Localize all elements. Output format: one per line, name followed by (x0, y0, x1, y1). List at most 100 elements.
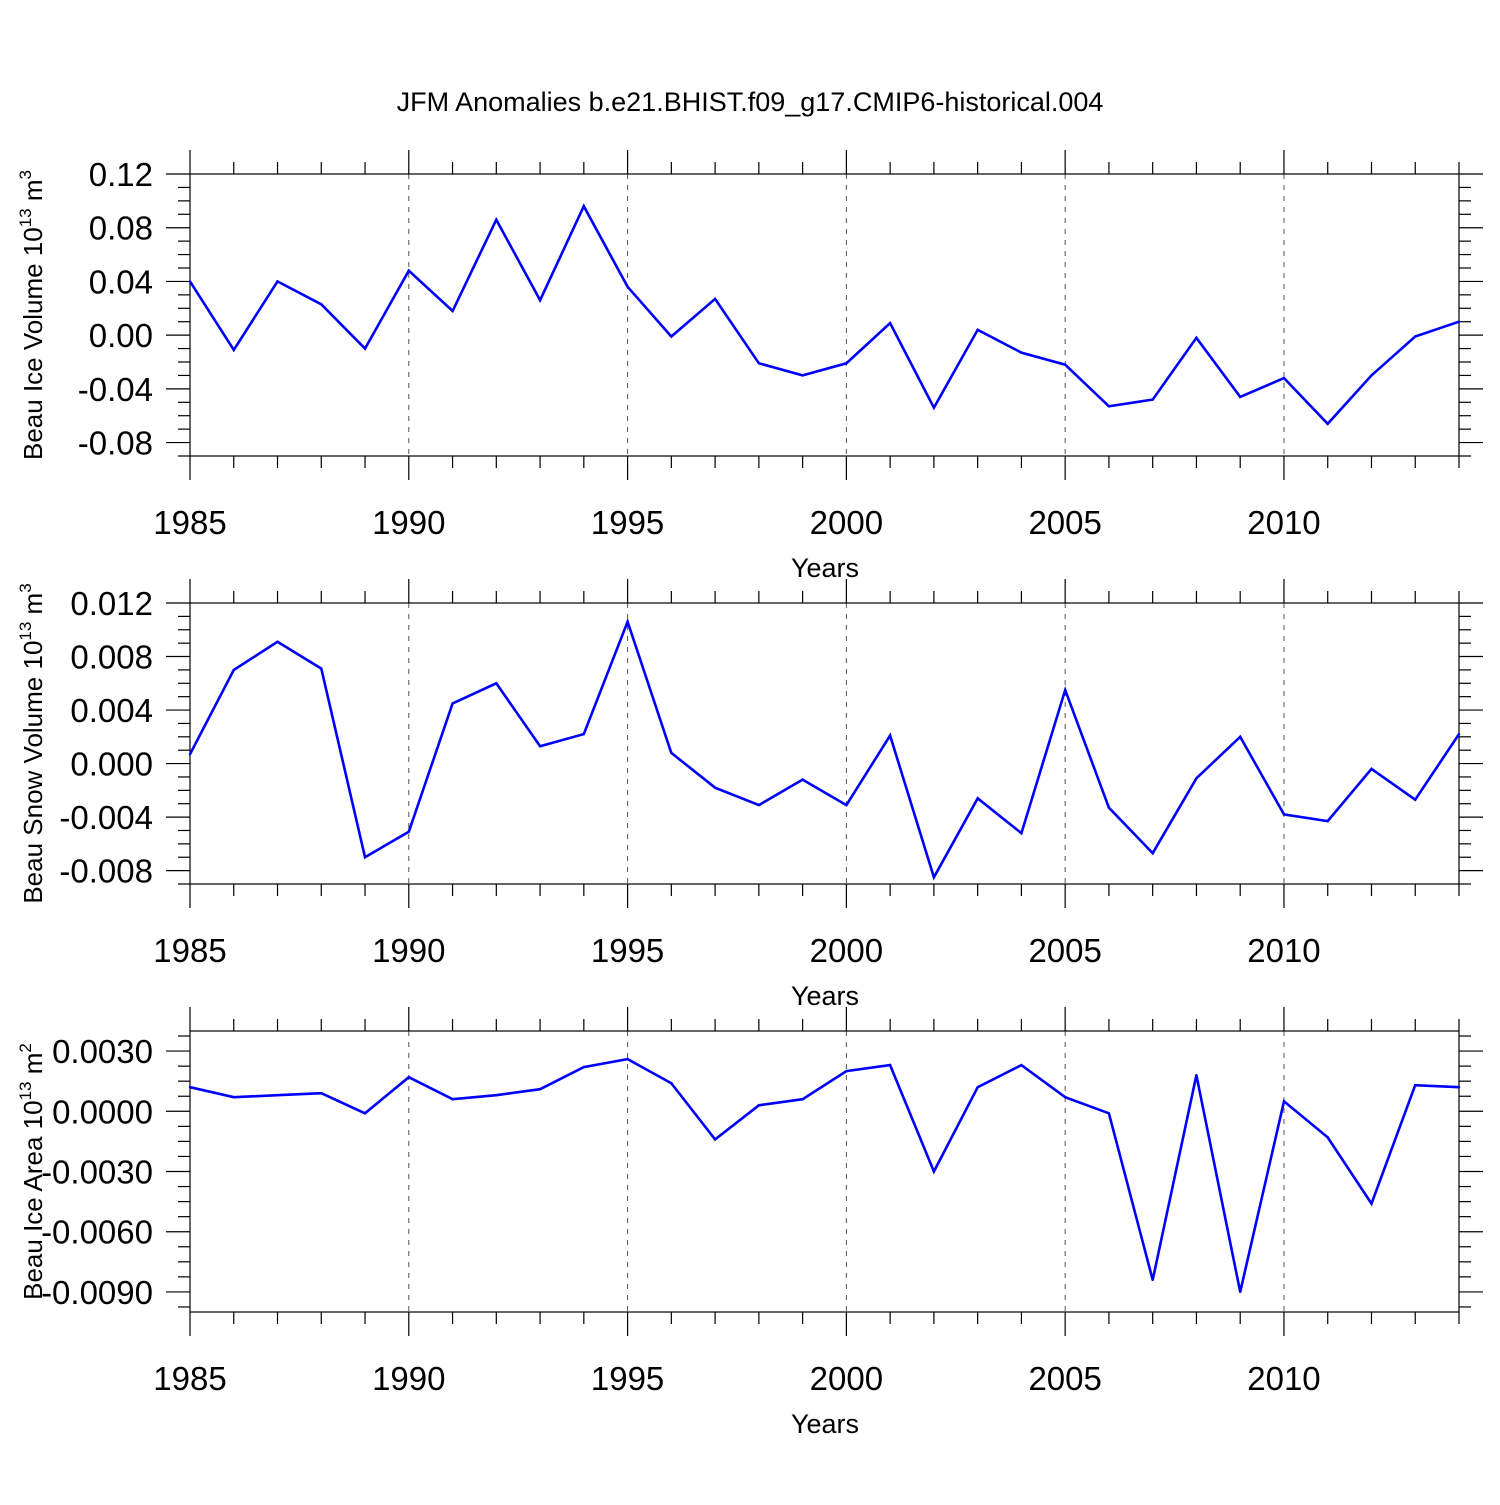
y-tick-label: 0.0030 (52, 1033, 153, 1070)
data-point-2006 (1107, 806, 1111, 809)
y-tick-label: 0.0000 (52, 1093, 153, 1130)
series-line (189, 1057, 1460, 1293)
x-tick-label: 2010 (1247, 932, 1320, 969)
data-point-1988 (320, 303, 323, 306)
data-point-2008 (1195, 336, 1198, 340)
x-axis-label: Years (791, 981, 859, 1011)
y-axis-label-unit-exponent: 2 (16, 1043, 35, 1052)
data-point-1999 (801, 374, 804, 377)
x-tick-label: 2005 (1028, 932, 1101, 969)
data-point-1985 (188, 753, 192, 756)
data-point-2012 (1370, 374, 1373, 377)
y-tick-label: 0.04 (89, 263, 153, 300)
data-point-2012 (1370, 1202, 1373, 1205)
panel-2: -0.008 -0.004 0.000 0.004 0.008 0.012 1985 1990… (16, 579, 1483, 1011)
data-point-1988 (320, 1092, 323, 1095)
data-point-1994 (582, 1065, 586, 1069)
data-point-1986 (232, 348, 235, 352)
data-point-1987 (276, 280, 279, 283)
data-point-1997 (713, 786, 717, 789)
data-point-1985 (188, 1086, 192, 1089)
chart-title: JFM Anomalies b.e21.BHIST.f09_g17.CMIP6-… (397, 87, 1104, 117)
y-axis-label: Beau Snow Volume 1013 m3 (16, 583, 48, 903)
y-axis-label-exponent: 13 (16, 1081, 35, 1100)
data-point-1997 (713, 297, 717, 301)
data-point-2002 (932, 876, 936, 879)
x-axis-label: Years (791, 553, 859, 583)
x-tick-label: 2010 (1247, 1360, 1320, 1397)
data-point-2013 (1414, 335, 1417, 338)
data-point-2000 (845, 1069, 848, 1073)
x-tick-label: 2000 (810, 932, 883, 969)
data-point-1992 (495, 682, 498, 685)
data-point-2006 (1107, 405, 1111, 408)
data-point-2014 (1457, 1086, 1461, 1089)
data-point-2010 (1282, 1100, 1286, 1103)
plot-frame (189, 173, 1460, 457)
data-point-2008 (1195, 777, 1198, 780)
data-point-1991 (451, 309, 454, 313)
data-point-2014 (1457, 732, 1461, 736)
data-point-1986 (232, 668, 235, 672)
data-point-2003 (976, 1086, 979, 1089)
plot-frame (189, 602, 1460, 885)
x-tick-label: 2010 (1247, 504, 1320, 541)
x-tick-label: 2005 (1028, 504, 1101, 541)
y-axis-label-text: Beau Ice Area 10 (18, 1100, 48, 1299)
y-axis-label-text: Beau Snow Volume 10 (18, 641, 48, 904)
y-axis-label-unit: m (18, 179, 48, 208)
data-point-2011 (1326, 422, 1329, 425)
data-point-2014 (1457, 320, 1461, 323)
y-tick-label: 0.00 (89, 317, 153, 354)
data-point-1993 (538, 744, 542, 748)
y-axis-label-unit-exponent: 3 (16, 170, 35, 179)
data-point-2007 (1151, 398, 1154, 401)
y-tick-label: -0.008 (59, 853, 153, 890)
x-tick-label: 1985 (153, 932, 226, 969)
data-point-2004 (1020, 831, 1023, 835)
y-axis-label-unit: m (18, 1053, 48, 1082)
data-point-1989 (363, 347, 367, 350)
x-tick-label: 1990 (372, 1360, 445, 1397)
data-point-1996 (670, 335, 673, 338)
x-tick-label: 1985 (153, 1360, 226, 1397)
y-tick-label: 0.012 (70, 585, 153, 622)
x-tick-label: 1990 (372, 504, 445, 541)
data-point-2012 (1370, 767, 1373, 771)
y-axis-label: Beau Ice Area 1013 m2 (16, 1043, 48, 1300)
data-point-1987 (276, 1094, 279, 1097)
data-point-1998 (757, 1104, 761, 1107)
data-point-2011 (1326, 1136, 1329, 1139)
data-point-2002 (932, 406, 936, 409)
data-point-2011 (1326, 819, 1329, 823)
x-tick-label: 1995 (591, 504, 664, 541)
y-tick-label: -0.0090 (41, 1274, 153, 1311)
data-point-1989 (363, 856, 367, 859)
y-axis-label-unit: m (18, 593, 48, 622)
y-tick-label: -0.04 (78, 371, 153, 408)
x-tick-label: 1985 (153, 504, 226, 541)
y-tick-label: 0.004 (70, 692, 153, 729)
data-point-2005 (1063, 688, 1067, 692)
data-point-2007 (1151, 852, 1154, 855)
y-tick-label: 0.12 (89, 156, 153, 193)
panel-3: -0.0090 -0.0060 -0.0030 0.0000 0.0030 1985 199… (16, 1007, 1483, 1439)
data-point-2001 (888, 1063, 892, 1067)
x-tick-label: 1990 (372, 932, 445, 969)
data-point-1987 (276, 640, 279, 644)
data-point-1985 (188, 280, 192, 283)
data-point-1990 (407, 269, 410, 272)
data-point-2005 (1063, 1096, 1067, 1099)
data-point-1997 (713, 1138, 717, 1141)
data-point-1995 (626, 1057, 629, 1061)
data-point-1992 (495, 1094, 498, 1097)
data-point-2008 (1195, 1073, 1198, 1077)
data-point-1988 (320, 667, 323, 670)
x-tick-label: 2000 (810, 1360, 883, 1397)
data-point-2010 (1282, 813, 1286, 816)
y-tick-label: 0.000 (70, 746, 153, 783)
data-point-1993 (538, 299, 542, 302)
data-point-2009 (1239, 395, 1242, 399)
data-point-2010 (1282, 376, 1286, 380)
data-point-1995 (626, 620, 629, 623)
